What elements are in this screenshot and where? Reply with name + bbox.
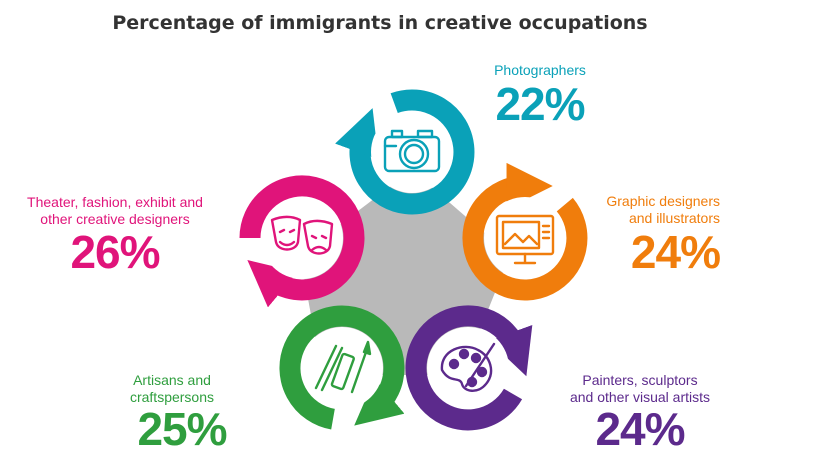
paint-tools-icon [314,340,372,394]
category-label-line: Photographers [494,62,586,78]
palette-icon [440,342,496,392]
ring-arrow-3 [279,305,405,430]
category-label-line: and other visual artists [569,389,711,405]
value-label-photographers: 22% [495,78,585,130]
category-label-line: and illustrators [628,210,720,226]
value-label-artisans: 25% [137,403,227,455]
category-label-line: other creative designers [40,211,190,227]
category-label-graphic-designers: Graphic designers and illustrators [560,193,720,227]
category-label-line: Theater, fashion, exhibit and [27,194,203,210]
ring-arrow-1 [462,162,588,301]
category-label-artisans: Artisans and craftspersons [112,372,232,406]
ring-arrow-0 [335,89,475,215]
category-label-line: craftspersons [129,389,215,405]
category-label-painters: Painters, sculptors and other visual arti… [540,372,740,406]
icon-circle-1 [484,197,566,279]
ring-arrow-2 [405,305,533,431]
category-label-theater: Theater, fashion, exhibit and other creat… [20,194,210,228]
monitor-icon [495,214,555,265]
category-label-photographers: Photographers [440,62,640,79]
chart-title: Percentage of immigrants in creative occ… [112,12,648,34]
icon-circle-3 [301,327,383,409]
value-label-theater: 26% [70,226,160,278]
value-label-painters: 24% [595,403,685,455]
category-label-line: Artisans and [133,372,211,388]
camera-icon [383,129,441,173]
value-label-graphic-designers: 24% [630,226,721,278]
category-label-line: Graphic designers [606,193,720,209]
theater-masks-icon [270,215,334,255]
category-label-line: Painters, sculptors [582,372,698,388]
ring-arrow-4 [239,175,365,308]
